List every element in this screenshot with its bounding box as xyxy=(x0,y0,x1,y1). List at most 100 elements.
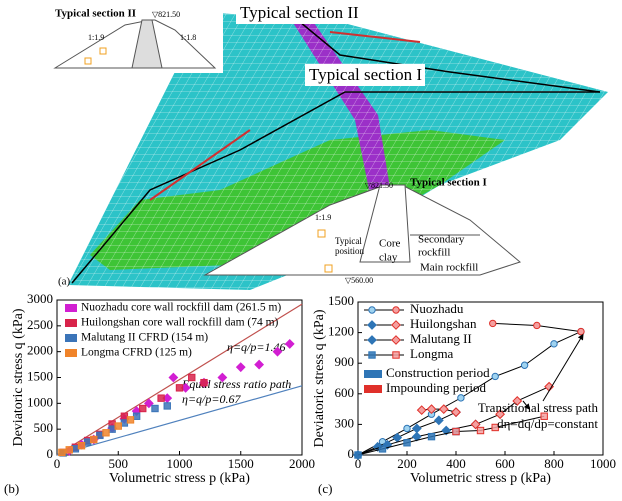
section-line xyxy=(299,21,601,93)
point xyxy=(512,396,523,406)
point xyxy=(157,394,165,402)
panel-a: Typical section II ▽821.50 1:1.9 1:1.8 T… xyxy=(48,3,608,290)
legend-swatch xyxy=(65,349,77,357)
x-tick-label: 1000 xyxy=(167,456,193,471)
panel-label: (a) xyxy=(58,276,71,288)
section-part: Core xyxy=(379,238,401,250)
legend-label: Longma CFRD (125 m) xyxy=(81,347,192,359)
panel-label: (c) xyxy=(318,481,332,496)
point xyxy=(71,445,80,453)
series-line xyxy=(421,408,457,413)
y-tick-label: 2000 xyxy=(27,343,53,358)
section-line xyxy=(329,31,421,43)
point xyxy=(491,372,499,381)
point xyxy=(114,422,122,430)
annotation: Transitional stress path xyxy=(478,400,599,415)
section-point xyxy=(317,229,326,238)
point xyxy=(151,404,159,413)
series-line xyxy=(455,415,545,433)
x-axis-label: Volumetric stress p (kPa) xyxy=(410,471,551,486)
point xyxy=(120,419,129,427)
point xyxy=(65,446,73,454)
inset-point xyxy=(99,47,107,55)
point xyxy=(143,398,154,409)
panel-label: (b) xyxy=(4,481,19,496)
point xyxy=(533,321,541,330)
x-tick-label: 2000 xyxy=(289,456,315,471)
arrow xyxy=(542,333,584,402)
y-tick-label: 3000 xyxy=(27,291,53,306)
inset-point xyxy=(84,57,92,65)
x-tick-label: 800 xyxy=(544,456,564,471)
section-part: Main rockfill xyxy=(420,262,478,274)
point xyxy=(451,407,461,418)
point xyxy=(90,435,98,444)
point xyxy=(403,424,411,433)
reference-line xyxy=(56,303,303,456)
point xyxy=(175,384,184,392)
legend-label: Nuozhadu xyxy=(410,301,464,316)
x-axis-label: Volumetric stress p (kPa) xyxy=(109,471,250,486)
point xyxy=(83,438,92,446)
legend-label: Malutang II xyxy=(410,331,472,346)
legend-marker xyxy=(392,306,400,314)
section-dam xyxy=(203,184,522,276)
point xyxy=(438,404,449,415)
point xyxy=(102,429,110,437)
point xyxy=(491,423,499,432)
y-tick-label: 0 xyxy=(348,446,355,461)
label-bg xyxy=(236,4,371,24)
y-axis-label: Deviatoric stress q (kPa) xyxy=(312,309,327,447)
point xyxy=(163,402,171,410)
section-base: ▽560.00 xyxy=(345,276,373,285)
reference-label: η=q/p=0.67 xyxy=(182,392,241,406)
x-tick-label: 0 xyxy=(355,456,362,471)
mesh-label: Typical section II xyxy=(240,3,359,22)
reference-label: Equal stress ratio path xyxy=(181,377,291,391)
legend-swatch xyxy=(65,334,77,342)
legend-marker xyxy=(391,320,401,330)
point xyxy=(470,419,481,430)
y-tick-label: 900 xyxy=(335,354,355,369)
point xyxy=(77,442,86,450)
legend-swatch xyxy=(364,385,382,393)
x-tick-label: 0 xyxy=(54,456,61,471)
y-tick-label: 1500 xyxy=(27,368,53,383)
point xyxy=(403,439,411,447)
point xyxy=(126,416,135,424)
section-line xyxy=(149,129,251,201)
point xyxy=(200,378,208,387)
point xyxy=(433,415,444,426)
point xyxy=(476,426,485,435)
point xyxy=(272,346,283,357)
section-title: Typical section I xyxy=(410,177,487,189)
legend-marker xyxy=(392,351,400,359)
section-part: Secondary xyxy=(418,234,465,246)
x-tick-label: 400 xyxy=(446,456,466,471)
y-tick-label: 600 xyxy=(335,385,355,400)
inset-crest: ▽821.50 xyxy=(152,10,180,19)
inset-title: Typical section II xyxy=(55,8,136,20)
inset-slope: 1:1.8 xyxy=(180,33,196,42)
section-core xyxy=(359,184,411,263)
point xyxy=(254,359,265,370)
point xyxy=(139,404,147,413)
legend-label: Nuozhadu core wall rockfill dam (261.5 m… xyxy=(81,302,281,314)
point xyxy=(411,423,422,434)
legend-marker xyxy=(367,335,377,345)
point xyxy=(457,394,465,402)
point xyxy=(427,432,436,441)
x-tick-label: 1500 xyxy=(228,456,254,471)
legend-label: Huilongshan core wall rockfill dam (74 m… xyxy=(81,317,279,329)
legend-marker xyxy=(391,335,401,345)
annotation: dη=dq/dp=constant xyxy=(497,416,598,431)
mesh-grid xyxy=(68,12,608,290)
x-tick-label: 600 xyxy=(495,456,515,471)
point xyxy=(120,412,129,420)
legend-label: Impounding period xyxy=(386,380,487,395)
legend-label: Malutang II CFRD (154 m) xyxy=(81,332,208,344)
point xyxy=(284,339,295,349)
inset-dam xyxy=(53,19,217,69)
section-part: position xyxy=(335,246,365,256)
